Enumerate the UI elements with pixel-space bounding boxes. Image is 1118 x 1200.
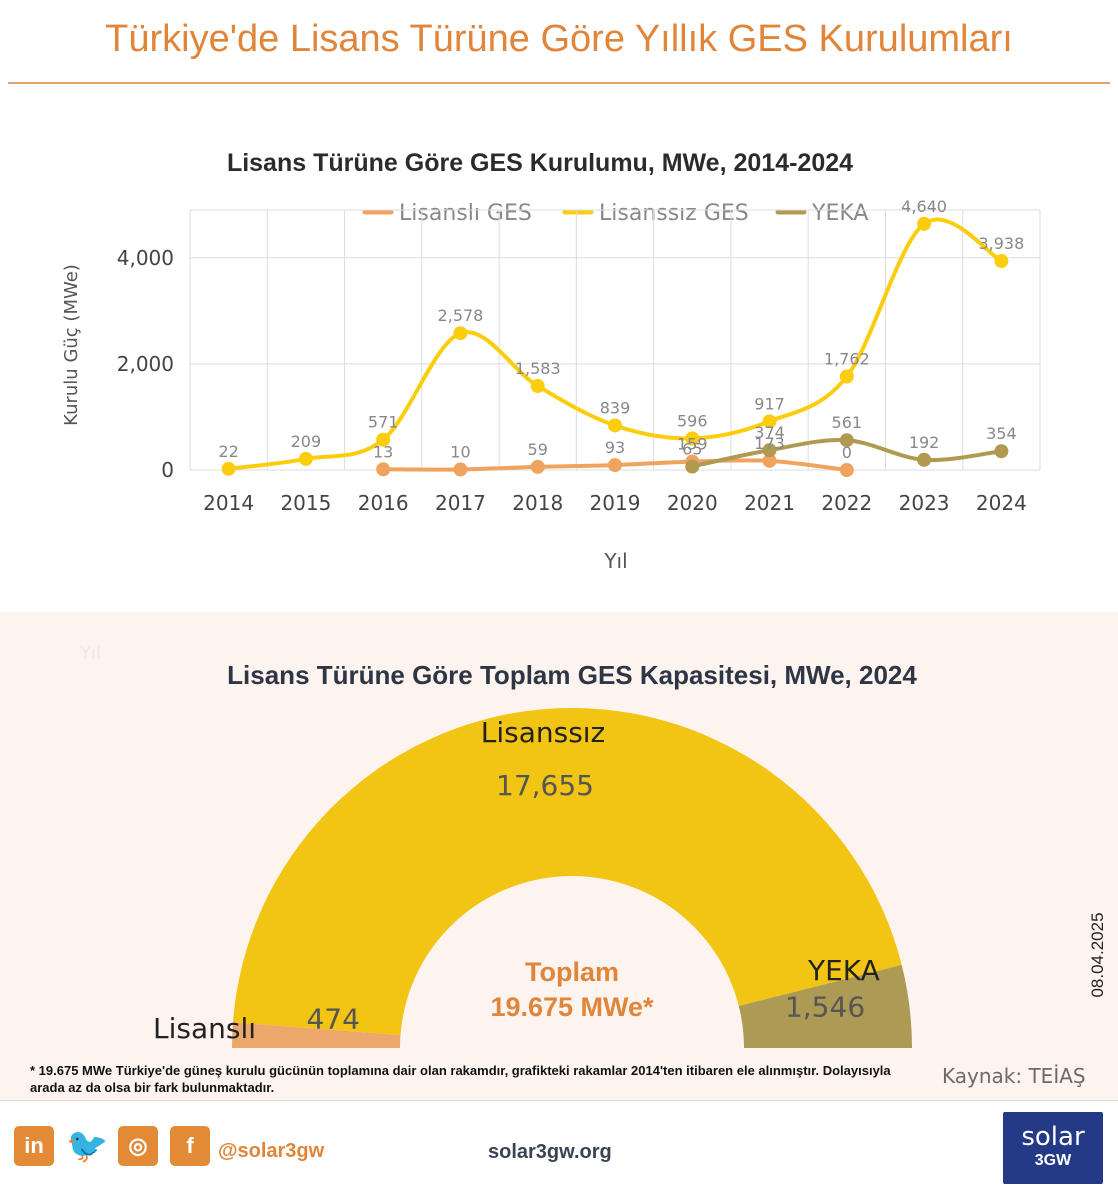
data-label: 159 <box>677 435 708 454</box>
slice-value-label: 474 <box>306 1002 359 1035</box>
data-label: 3,938 <box>978 234 1024 253</box>
data-point <box>530 459 545 474</box>
data-point <box>839 433 854 448</box>
x-tick-label: 2019 <box>590 491 641 515</box>
x-tick-label: 2018 <box>512 491 563 515</box>
line-chart: Lisans Türüne Göre GES Kurulumu, MWe, 20… <box>61 149 1041 573</box>
page-title: Türkiye'de Lisans Türüne Göre Yıllık GES… <box>105 18 1013 60</box>
total-value: 19.675 MWe* <box>490 992 654 1022</box>
data-label: 22 <box>218 442 238 461</box>
ghost-axis-label: Yıl <box>79 643 101 664</box>
legend-label: Lisanslı GES <box>399 201 532 226</box>
data-label: 93 <box>605 438 625 457</box>
x-tick-label: 2021 <box>744 491 795 515</box>
data-label: 192 <box>909 433 940 452</box>
data-point <box>453 462 468 477</box>
linkedin-icon[interactable]: in <box>14 1126 54 1166</box>
data-point <box>376 462 391 477</box>
social-handle[interactable]: @solar3gw <box>218 1140 325 1162</box>
data-point <box>221 461 236 476</box>
data-label: 1,762 <box>824 350 870 369</box>
logo-main-text: solar <box>1021 1122 1085 1152</box>
data-label: 561 <box>832 413 863 432</box>
slice-value-label: 1,546 <box>785 991 865 1024</box>
data-point <box>530 379 545 394</box>
slice-value-label: 17,655 <box>496 769 594 802</box>
facebook-icon[interactable]: f <box>170 1126 210 1166</box>
donut-slice-0 <box>232 1022 401 1048</box>
data-label: 209 <box>291 432 322 451</box>
donut-title: Lisans Türüne Göre Toplam GES Kapasitesi… <box>227 660 917 690</box>
legend-item-1: Lisanssız GES <box>562 201 749 226</box>
data-point <box>685 431 700 446</box>
x-tick-label: 2017 <box>435 491 486 515</box>
y-tick-label: 2,000 <box>117 352 174 376</box>
data-label: 59 <box>528 440 548 459</box>
slice-name-label: Lisanslı <box>153 1012 256 1045</box>
x-tick-label: 2023 <box>899 491 950 515</box>
chart-title: Lisans Türüne Göre GES Kurulumu, MWe, 20… <box>227 149 853 177</box>
slice-name-label: Lisanssız <box>481 716 606 749</box>
data-point <box>376 432 391 447</box>
data-label: 0 <box>842 443 852 462</box>
x-tick-label: 2016 <box>358 491 409 515</box>
source-label: Kaynak: TEİAŞ <box>942 1064 1086 1088</box>
twitter-icon[interactable]: 🐦 <box>66 1127 109 1165</box>
data-point <box>762 414 777 429</box>
y-axis-label: Kurulu Güç (MWe) <box>61 264 82 426</box>
data-label: 4,640 <box>901 197 947 216</box>
data-point <box>994 254 1009 269</box>
footer-divider <box>0 1100 1118 1101</box>
data-point <box>994 444 1009 459</box>
legend-item-0: Lisanslı GES <box>362 201 532 226</box>
data-label: 571 <box>368 413 399 432</box>
x-tick-label: 2015 <box>280 491 331 515</box>
data-point <box>917 452 932 467</box>
website-link[interactable]: solar3gw.org <box>488 1141 612 1163</box>
half-donut-chart: Yıl Lisans Türüne Göre Toplam GES Kapasit… <box>79 643 917 1048</box>
footnote: * 19.675 MWe Türkiye'de güneş kurulu güc… <box>30 1063 891 1095</box>
solar3gw-logo: solar 3GW <box>1003 1112 1103 1184</box>
x-tick-label: 2020 <box>667 491 718 515</box>
donut-slice-2 <box>738 964 912 1048</box>
data-label: 1,583 <box>515 359 561 378</box>
x-tick-label: 2022 <box>821 491 872 515</box>
instagram-icon[interactable]: ◎ <box>118 1126 158 1166</box>
y-tick-label: 4,000 <box>117 246 174 270</box>
slice-name-label: YEKA <box>807 954 880 987</box>
data-point <box>839 369 854 384</box>
data-point <box>608 458 622 473</box>
data-label: 354 <box>986 424 1017 443</box>
data-label: 839 <box>600 398 631 417</box>
data-label: 596 <box>677 411 708 430</box>
x-axis-label: Yıl <box>603 549 627 573</box>
data-point <box>839 463 854 477</box>
date-label: 08.04.2025 <box>1088 912 1107 998</box>
donut-slice-1 <box>232 708 902 1035</box>
data-point <box>608 418 622 433</box>
data-label: 10 <box>450 442 470 461</box>
data-label: 2,578 <box>438 306 484 325</box>
total-label: Toplam <box>525 957 619 987</box>
x-tick-label: 2024 <box>976 491 1027 515</box>
title-divider <box>8 82 1110 84</box>
legend-label: Lisanssız GES <box>599 201 749 226</box>
data-label: 374 <box>754 423 785 442</box>
legend-item-2: YEKA <box>775 201 868 226</box>
data-point <box>762 453 777 468</box>
data-point <box>762 443 777 458</box>
data-label: 917 <box>754 394 785 413</box>
data-point <box>917 216 932 231</box>
x-tick-label: 2014 <box>203 491 254 515</box>
data-label: 173 <box>754 434 785 453</box>
data-point <box>685 459 700 474</box>
data-label: 65 <box>682 440 702 459</box>
logo-sub-text: 3GW <box>1034 1152 1072 1169</box>
y-tick-label: 0 <box>161 458 174 482</box>
legend-label: YEKA <box>811 201 868 226</box>
data-point <box>298 451 313 466</box>
data-point <box>453 326 468 341</box>
data-label: 13 <box>373 442 393 461</box>
